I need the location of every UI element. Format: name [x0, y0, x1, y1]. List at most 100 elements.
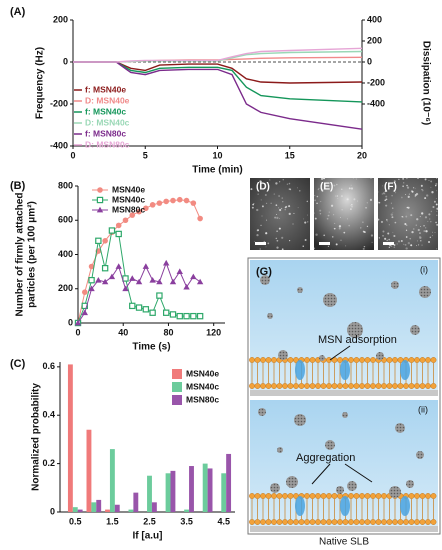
nanoparticle	[347, 481, 357, 491]
speckle	[261, 215, 263, 217]
speckle	[279, 181, 281, 183]
nanoparticle	[258, 408, 266, 416]
lipid-head	[326, 383, 332, 389]
speckle	[401, 196, 403, 199]
legend-label: MSN40e	[186, 368, 219, 378]
marker	[101, 278, 109, 285]
speckle	[250, 188, 253, 191]
nanoparticle	[278, 350, 288, 360]
nanoparticle	[395, 423, 405, 433]
bar	[96, 499, 102, 512]
lipid-head	[271, 357, 277, 363]
lipid-head	[298, 383, 305, 389]
speckle	[306, 200, 309, 203]
lipid-head	[392, 519, 398, 525]
speckle	[425, 230, 427, 232]
x-axis-label: Time (min)	[192, 165, 242, 176]
lipid-head	[419, 383, 426, 389]
speckle	[346, 198, 349, 201]
speckle	[411, 231, 414, 234]
speckle	[370, 234, 374, 237]
speckle	[317, 189, 319, 191]
speckle	[314, 195, 316, 197]
legend-label: MSN80c	[186, 394, 219, 404]
marker	[95, 237, 102, 244]
bar	[91, 502, 97, 512]
speckle	[348, 224, 350, 227]
nanoparticle	[286, 476, 298, 488]
speckle	[350, 187, 354, 190]
speckle	[382, 230, 385, 233]
scale-bar	[319, 242, 330, 245]
speckle	[288, 205, 291, 208]
lipid-head	[337, 357, 343, 363]
lipid-head	[304, 493, 310, 499]
lipid-head	[298, 519, 305, 525]
speckles	[250, 179, 309, 251]
subpanel-label: (i)	[420, 264, 428, 274]
lipid-head	[293, 383, 299, 389]
y-axis-label: particles (per 100 μm²)	[27, 201, 38, 308]
lipid-head	[430, 357, 437, 363]
lipid-head	[364, 383, 371, 389]
bar	[133, 492, 139, 512]
speckle	[411, 190, 414, 193]
series-line	[73, 61, 363, 103]
lipid-head	[353, 493, 360, 499]
speckle	[416, 218, 419, 221]
speckle	[432, 231, 434, 233]
lipid-head	[320, 493, 327, 499]
speckle	[433, 200, 436, 203]
speckle	[421, 212, 424, 215]
marker	[196, 312, 204, 320]
speckle	[436, 224, 439, 226]
legend-swatch	[96, 206, 104, 213]
speckle	[436, 177, 438, 179]
lipid-head	[381, 493, 387, 499]
speckle	[385, 195, 388, 198]
marker	[183, 312, 190, 320]
lipid-head	[331, 519, 338, 525]
speckle	[346, 218, 348, 220]
lipid-head	[414, 383, 420, 389]
speckle	[378, 201, 380, 203]
lipid-head	[331, 383, 338, 389]
speckle	[343, 231, 346, 234]
lipid-head	[419, 357, 426, 363]
speckle	[386, 220, 388, 222]
speckle	[419, 236, 421, 238]
speckle	[254, 240, 256, 242]
speckle	[286, 183, 289, 185]
bar	[226, 453, 232, 512]
lipid-head	[271, 383, 277, 389]
lipid-head	[265, 383, 272, 389]
speckle	[403, 182, 405, 184]
substrate	[250, 526, 438, 532]
speckle	[251, 206, 254, 209]
speckle	[288, 212, 291, 216]
lipid-head	[287, 383, 294, 389]
speckle	[423, 230, 426, 232]
speckle	[313, 212, 315, 214]
lipid-head	[265, 519, 272, 525]
speckle	[424, 197, 427, 200]
speckle	[390, 245, 393, 247]
marker	[129, 302, 136, 310]
bar	[207, 468, 213, 512]
speckle	[419, 216, 421, 218]
legend-label: D: MSN80c	[85, 139, 130, 149]
y-tick-label: 0.6	[42, 361, 55, 371]
marker	[81, 289, 88, 295]
lipid-head	[309, 357, 316, 363]
micrograph-label: (E)	[320, 182, 333, 193]
y-axis-label: Frequency (Hz)	[35, 47, 46, 119]
speckle	[384, 193, 386, 195]
speckle	[416, 245, 418, 247]
y2-tick-label: 0	[367, 56, 372, 66]
x-tick-label: 15	[285, 150, 295, 160]
speckle	[420, 184, 423, 187]
speckle	[410, 244, 413, 247]
panel-label: (C)	[10, 358, 26, 370]
speckle	[405, 229, 408, 231]
